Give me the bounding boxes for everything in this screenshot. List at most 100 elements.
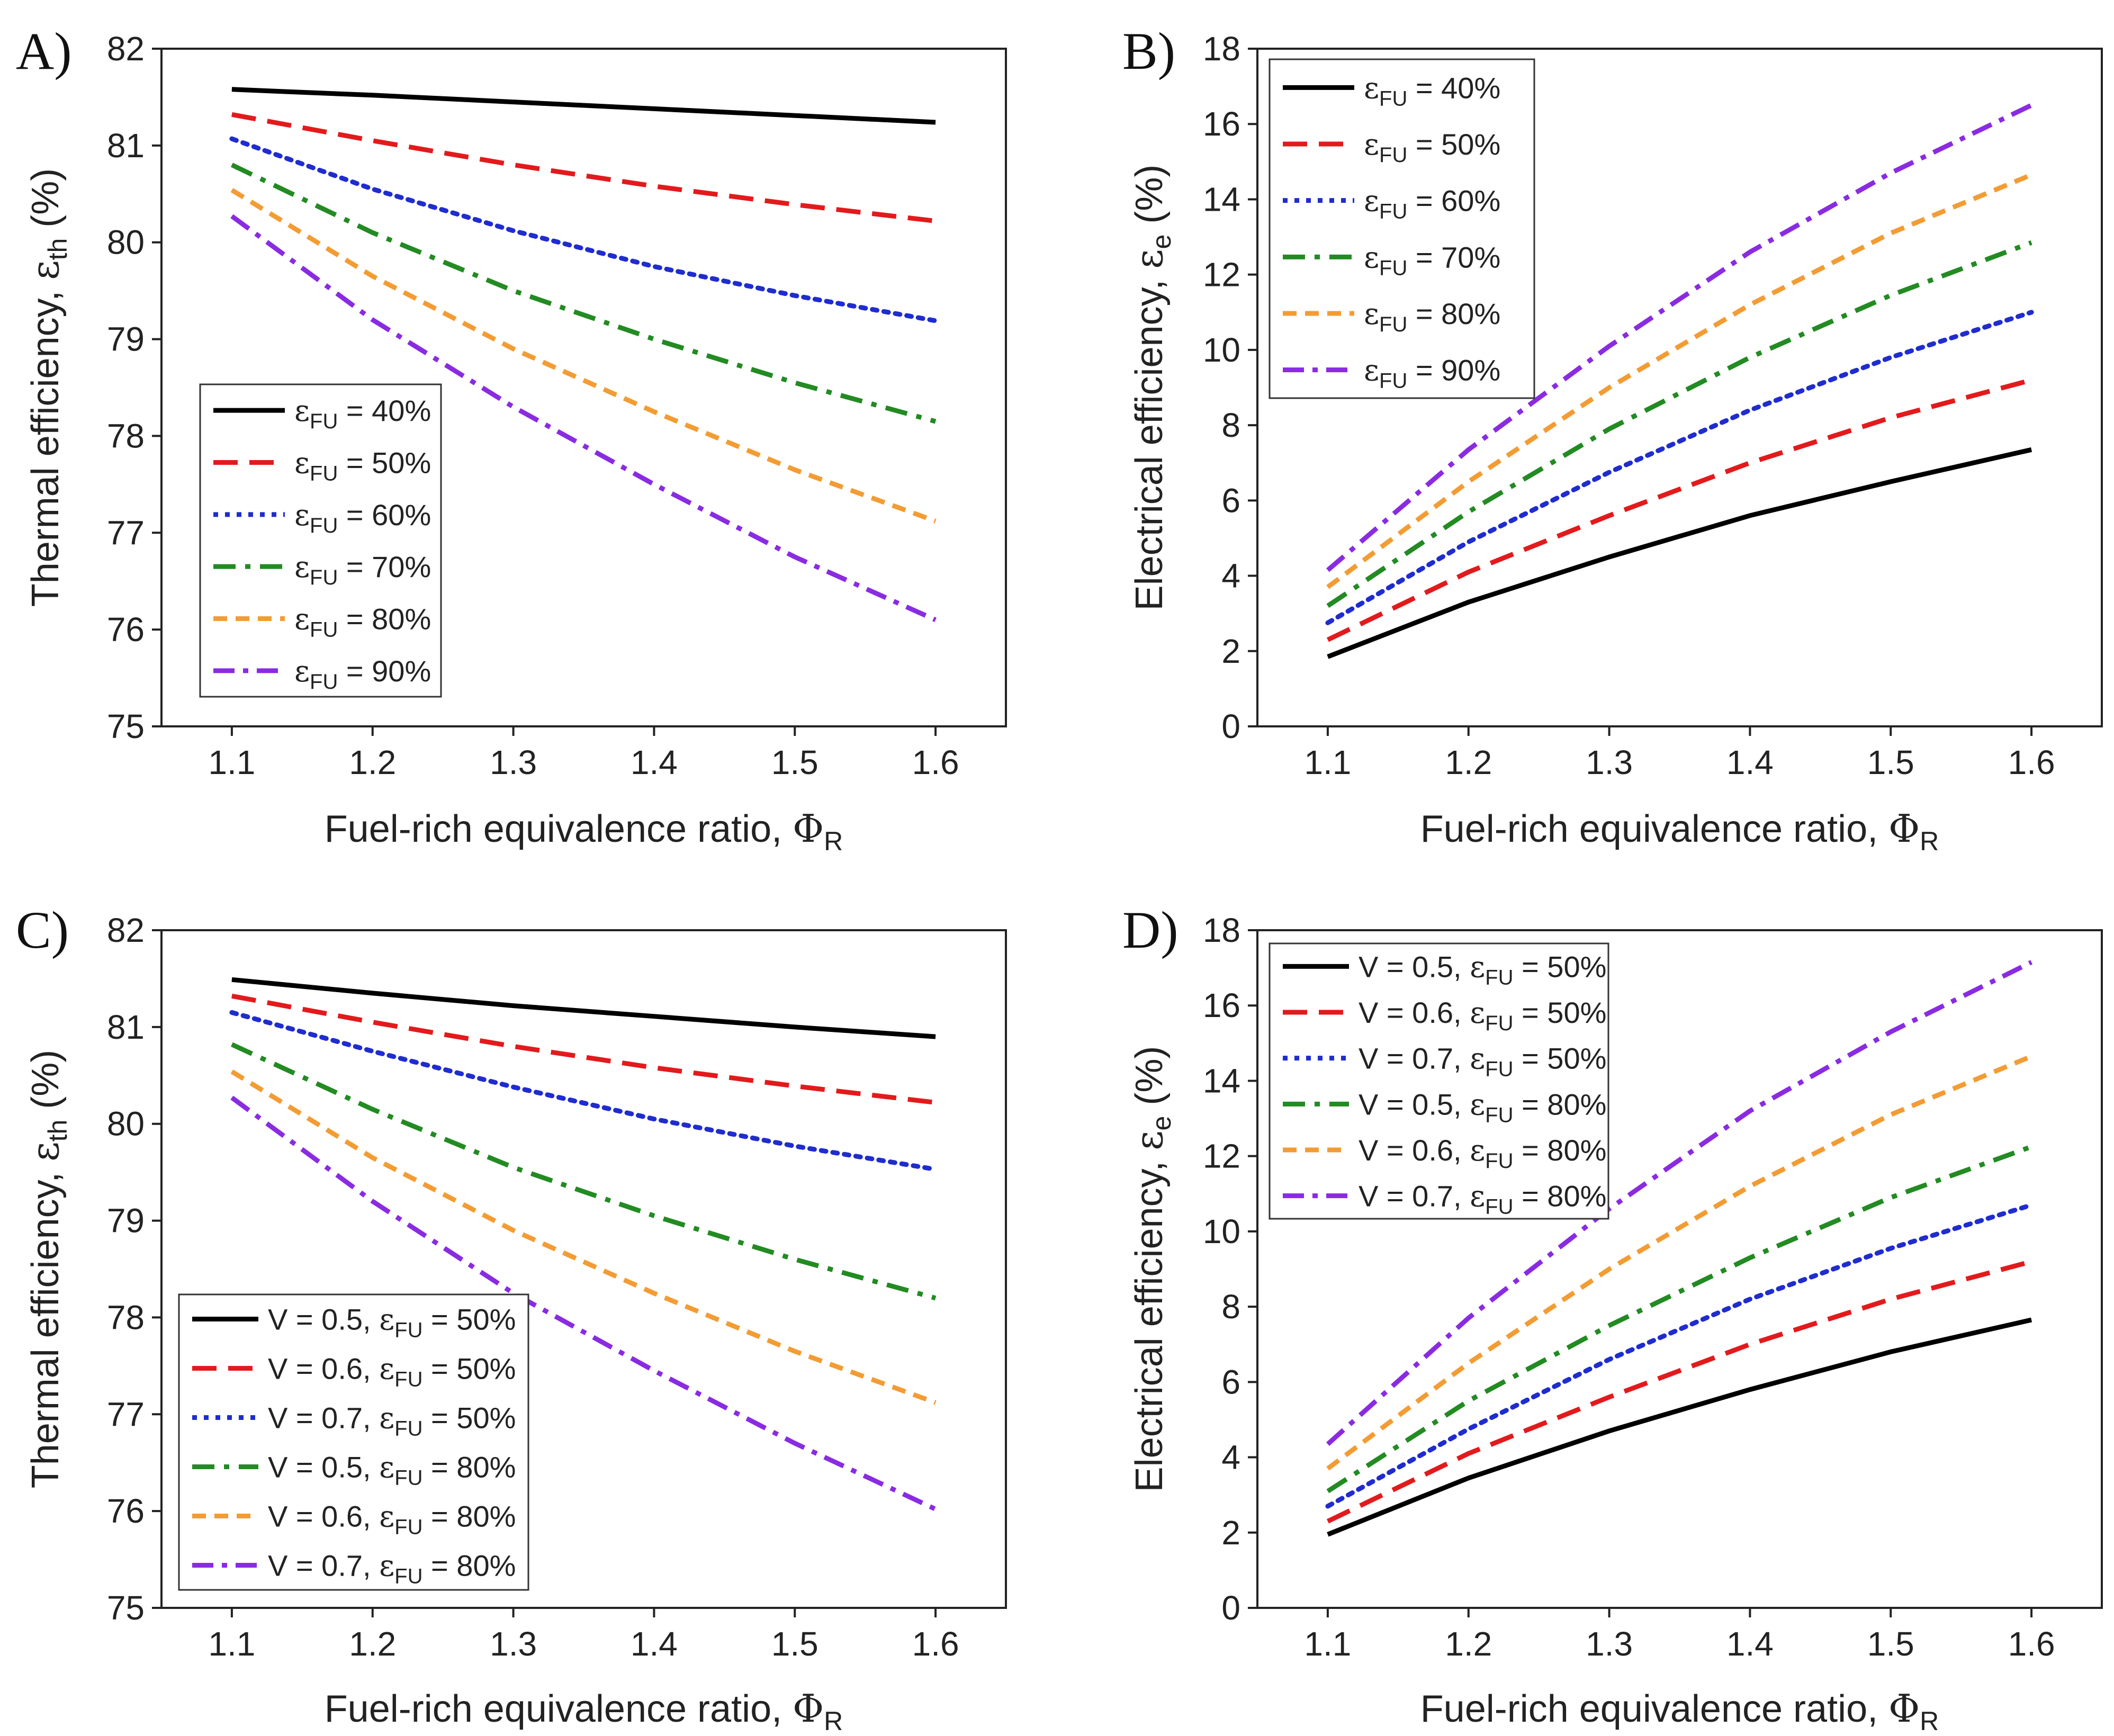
- series-line-4: [1326, 1144, 2032, 1494]
- series-line-6: [1326, 103, 2033, 572]
- y-tick-label: 75: [107, 707, 145, 745]
- legend-label: εFU = 90%: [294, 654, 431, 694]
- y-tick-label: 10: [1203, 1212, 1240, 1251]
- chart-panel-2: B) 1.1 1.2 1.3 1.4 1.5 1.6 0 2 4 6 8 10 12 14 16 18 Fuel-…: [1122, 22, 2103, 856]
- series-line-5: [230, 1069, 937, 1405]
- plot-frame: [160, 929, 1007, 1609]
- legend-label: V = 0.5, εFU = 50%: [1359, 950, 1606, 989]
- series-line-3: [1325, 1202, 2034, 1509]
- legend-box: [1269, 58, 1535, 399]
- x-tick-label: 1.2: [1445, 743, 1492, 781]
- legend-label: V = 0.5, εFU = 80%: [268, 1451, 516, 1490]
- chart-panel-4: D) 1.1 1.2 1.3 1.4 1.5 1.6 0 2 4 6 8 10 12 14 16 18 Fuel-…: [1122, 901, 2103, 1736]
- y-tick-label: 12: [1203, 1137, 1240, 1175]
- legend: εFU = 40% εFU = 50% εFU = 60% εFU = 70% εFU …: [199, 383, 442, 698]
- y-tick-label: 78: [107, 417, 145, 455]
- x-axis-title: Fuel-rich equivalence ratio, ΦR: [325, 806, 843, 856]
- series-line-5: [1326, 173, 2032, 589]
- legend-label: V = 0.6, εFU = 80%: [1359, 1134, 1606, 1173]
- y-tick-label: 79: [107, 320, 145, 358]
- series-line-6: [230, 1095, 937, 1512]
- legend-label: V = 0.7, εFU = 50%: [1359, 1042, 1606, 1081]
- legend-box: [178, 1293, 529, 1591]
- x-tick-label: 1.6: [912, 1625, 959, 1663]
- legend-label: εFU = 60%: [294, 498, 431, 537]
- y-tick-label: 14: [1203, 180, 1240, 218]
- y-axis-title: Electrical efficiency, εe (%): [1127, 165, 1176, 611]
- x-tick-label: 1.6: [912, 743, 959, 781]
- series-line-5: [1326, 1054, 2032, 1471]
- y-tick-label: 80: [107, 1105, 145, 1143]
- plot-frame: [160, 48, 1007, 727]
- series-line-6: [230, 214, 937, 623]
- series-line-4: [230, 163, 937, 424]
- x-tick-label: 1.6: [2008, 743, 2055, 781]
- legend-label: εFU = 60%: [1364, 184, 1500, 223]
- y-tick-label: 6: [1221, 481, 1240, 519]
- legend-label: εFU = 80%: [294, 602, 431, 642]
- chart-panel-1: A) 1.1 1.2 1.3 1.4 1.5 1.6 75 76 77 78 79 80 81 82 Fuel…: [16, 22, 1007, 856]
- series-line-6: [1326, 960, 2033, 1446]
- y-tick-label: 4: [1221, 557, 1240, 595]
- y-tick-label: 6: [1221, 1363, 1240, 1401]
- chart-panel-3: C) 1.1 1.2 1.3 1.4 1.5 1.6 75 76 77 78 79 80 81 82 Fuel…: [16, 901, 1007, 1736]
- series-line-2: [1326, 1259, 2032, 1524]
- series-line-3: [229, 1010, 938, 1172]
- y-tick-label: 77: [107, 1395, 145, 1433]
- y-tick-label: 79: [107, 1202, 145, 1240]
- legend: V = 0.5, εFU = 50% V = 0.6, εFU = 50% V = …: [1269, 942, 1609, 1220]
- x-tick-label: 1.1: [1304, 743, 1351, 781]
- legend-label: V = 0.7, εFU = 80%: [268, 1549, 516, 1588]
- series-line-2: [1326, 377, 2032, 642]
- x-tick-label: 1.1: [208, 743, 255, 781]
- x-tick-label: 1.5: [1867, 1625, 1914, 1663]
- legend-label: V = 0.6, εFU = 50%: [268, 1352, 516, 1391]
- y-axis-title: Electrical efficiency, εe (%): [1127, 1046, 1176, 1492]
- legend-label: εFU = 90%: [1364, 354, 1500, 393]
- x-tick-label: 1.5: [771, 1625, 818, 1663]
- y-tick-label: 2: [1221, 1514, 1240, 1552]
- legend: V = 0.5, εFU = 50% V = 0.6, εFU = 50% V = …: [178, 1293, 529, 1591]
- plot-frame: [1256, 929, 2103, 1609]
- x-tick-label: 1.1: [1304, 1625, 1351, 1663]
- x-tick-label: 1.3: [1586, 1625, 1633, 1663]
- x-tick-label: 1.4: [1726, 743, 1774, 781]
- y-tick-label: 0: [1221, 707, 1240, 745]
- y-tick-label: 80: [107, 223, 145, 262]
- x-tick-label: 1.4: [631, 743, 678, 781]
- y-tick-label: 78: [107, 1298, 145, 1336]
- y-axis-title: Thermal efficiency, εth (%): [23, 168, 73, 607]
- y-tick-label: 81: [107, 127, 145, 165]
- legend-label: εFU = 50%: [1364, 128, 1500, 167]
- panel-label: B): [1122, 22, 1175, 80]
- legend-label: εFU = 70%: [294, 550, 431, 589]
- series-line-1: [1327, 447, 2032, 659]
- y-tick-label: 8: [1221, 1288, 1240, 1326]
- series-line-1: [231, 87, 936, 125]
- legend-label: V = 0.6, εFU = 50%: [1359, 996, 1606, 1035]
- x-axis-title: Fuel-rich equivalence ratio, ΦR: [325, 1686, 843, 1736]
- x-tick-label: 1.1: [208, 1625, 255, 1663]
- panel-label: A): [16, 22, 72, 80]
- legend-label: V = 0.6, εFU = 80%: [268, 1500, 516, 1539]
- series-line-5: [230, 188, 937, 524]
- x-tick-label: 1.2: [1445, 1625, 1492, 1663]
- series-line-4: [231, 1042, 937, 1301]
- y-tick-label: 77: [107, 514, 145, 552]
- plot-frame: [1256, 48, 2103, 727]
- x-tick-label: 1.5: [771, 743, 818, 781]
- x-tick-label: 1.3: [490, 1625, 537, 1663]
- y-tick-label: 75: [107, 1589, 145, 1627]
- y-axis-title: Thermal efficiency, εth (%): [23, 1050, 73, 1489]
- panel-label: C): [16, 901, 69, 959]
- y-tick-label: 16: [1203, 105, 1240, 143]
- legend-label: V = 0.7, εFU = 50%: [268, 1401, 516, 1441]
- series-line-3: [229, 136, 938, 323]
- legend-label: V = 0.5, εFU = 50%: [268, 1303, 516, 1342]
- legend-label: εFU = 40%: [294, 394, 431, 433]
- x-tick-label: 1.4: [631, 1625, 678, 1663]
- legend-label: V = 0.7, εFU = 80%: [1359, 1180, 1606, 1219]
- panel-label: D): [1122, 901, 1179, 959]
- y-tick-label: 2: [1221, 632, 1240, 670]
